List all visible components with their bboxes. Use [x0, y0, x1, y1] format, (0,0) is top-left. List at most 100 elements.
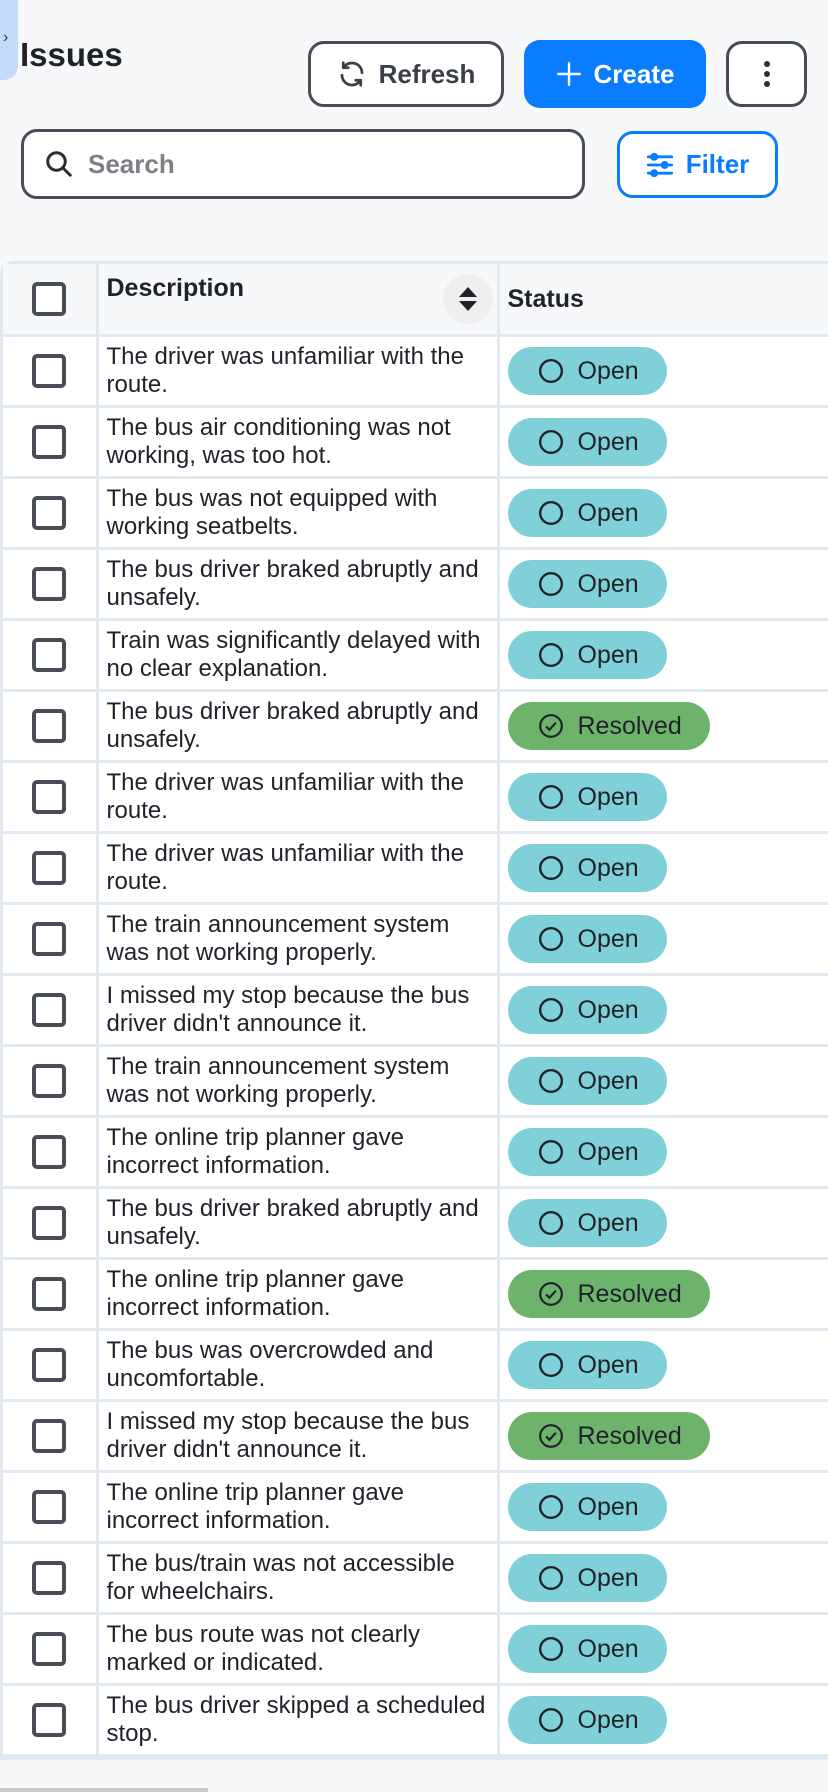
horizontal-scrollbar[interactable]: [0, 1788, 208, 1792]
table-row[interactable]: The driver was unfamiliar with the route…: [3, 334, 828, 408]
status-badge: Resolved: [507, 1270, 710, 1318]
row-select-cell: [3, 334, 99, 408]
table-row[interactable]: The bus driver braked abruptly and unsaf…: [3, 689, 828, 763]
issues-table: Description Status The driver was unfami…: [0, 261, 828, 1760]
table-row[interactable]: The bus air conditioning was not working…: [3, 405, 828, 479]
circle-icon: [538, 926, 563, 952]
status-cell: Open: [496, 334, 828, 408]
row-checkbox[interactable]: [32, 851, 67, 885]
status-label: Open: [577, 499, 639, 527]
row-checkbox[interactable]: [32, 993, 67, 1027]
row-select-cell: [3, 618, 99, 692]
row-select-cell: [3, 831, 99, 905]
row-checkbox[interactable]: [32, 354, 67, 388]
table-row[interactable]: The driver was unfamiliar with the route…: [3, 831, 828, 905]
status-label: Open: [577, 783, 639, 811]
status-badge: Open: [507, 1554, 667, 1602]
sort-button[interactable]: [442, 274, 493, 324]
check-circle-icon: [538, 714, 563, 738]
select-all-cell: [3, 264, 99, 337]
description-cell: The train announcement system was not wo…: [95, 1044, 500, 1118]
row-checkbox[interactable]: [32, 638, 67, 672]
row-checkbox[interactable]: [32, 425, 67, 459]
row-checkbox[interactable]: [32, 1277, 67, 1311]
status-badge: Open: [507, 489, 667, 537]
row-select-cell: [3, 689, 99, 763]
status-cell: Open: [496, 1683, 828, 1757]
row-checkbox[interactable]: [32, 922, 67, 956]
table-row[interactable]: The driver was unfamiliar with the route…: [3, 760, 828, 834]
refresh-label: Refresh: [378, 58, 476, 89]
table-row[interactable]: The bus driver braked abruptly and unsaf…: [3, 1186, 828, 1260]
status-cell: Open: [496, 547, 828, 621]
description-cell: The bus driver skipped a scheduled stop.: [95, 1683, 500, 1757]
table-row[interactable]: The bus driver skipped a scheduled stop.…: [3, 1683, 828, 1757]
row-checkbox[interactable]: [32, 1490, 67, 1524]
status-cell: Open: [496, 1612, 828, 1686]
table-row[interactable]: The online trip planner gave incorrect i…: [3, 1115, 828, 1189]
table-row[interactable]: The online trip planner gave incorrect i…: [3, 1470, 828, 1544]
status-cell: Open: [496, 1541, 828, 1615]
row-checkbox[interactable]: [32, 1632, 67, 1666]
row-checkbox[interactable]: [32, 1348, 67, 1382]
table-row[interactable]: The bus route was not clearly marked or …: [3, 1612, 828, 1686]
table-row[interactable]: Train was significantly delayed with no …: [3, 618, 828, 692]
description-cell: The online trip planner gave incorrect i…: [95, 1257, 500, 1331]
table-row[interactable]: I missed my stop because the bus driver …: [3, 973, 828, 1047]
row-select-cell: [3, 1541, 99, 1615]
description-cell: The online trip planner gave incorrect i…: [95, 1115, 500, 1189]
circle-icon: [538, 1565, 563, 1591]
table-row[interactable]: The train announcement system was not wo…: [3, 1044, 828, 1118]
status-badge: Open: [507, 1341, 667, 1389]
row-checkbox[interactable]: [32, 1561, 67, 1595]
row-checkbox[interactable]: [32, 567, 67, 601]
status-badge: Open: [507, 631, 667, 679]
row-checkbox[interactable]: [32, 1703, 67, 1737]
circle-icon: [538, 571, 563, 597]
select-all-checkbox[interactable]: [32, 282, 67, 316]
table-row[interactable]: The bus driver braked abruptly and unsaf…: [3, 547, 828, 621]
search-input[interactable]: [86, 147, 550, 181]
page-title: Issues: [20, 36, 123, 73]
description-cell: The bus air conditioning was not working…: [95, 405, 500, 479]
status-badge: Open: [507, 560, 667, 608]
row-checkbox[interactable]: [32, 496, 67, 530]
status-label: Open: [577, 570, 639, 598]
status-cell: Resolved: [496, 1399, 828, 1473]
table-row[interactable]: The bus was not equipped with working se…: [3, 476, 828, 550]
table-row[interactable]: The bus/train was not accessible for whe…: [3, 1541, 828, 1615]
description-cell: The bus driver braked abruptly and unsaf…: [95, 1186, 500, 1260]
row-checkbox[interactable]: [32, 1064, 67, 1098]
row-select-cell: [3, 476, 99, 550]
description-cell: The bus was overcrowded and uncomfortabl…: [95, 1328, 500, 1402]
row-checkbox[interactable]: [32, 1135, 67, 1169]
row-checkbox[interactable]: [32, 1206, 67, 1240]
status-label: Open: [577, 1067, 639, 1095]
table-row[interactable]: The bus was overcrowded and uncomfortabl…: [3, 1328, 828, 1402]
row-checkbox[interactable]: [32, 1419, 67, 1453]
status-cell: Resolved: [496, 1257, 828, 1331]
status-cell: Open: [496, 760, 828, 834]
status-label: Open: [577, 1706, 639, 1734]
status-label: Open: [577, 1351, 639, 1379]
row-checkbox[interactable]: [32, 709, 67, 743]
table-row[interactable]: The train announcement system was not wo…: [3, 902, 828, 976]
sidebar-toggle[interactable]: ›: [0, 0, 18, 80]
filter-button[interactable]: Filter: [617, 131, 778, 198]
row-checkbox[interactable]: [32, 780, 67, 814]
status-label: Resolved: [577, 712, 682, 740]
description-cell: The bus/train was not accessible for whe…: [95, 1541, 500, 1615]
status-badge: Open: [507, 1128, 667, 1176]
circle-icon: [538, 855, 563, 881]
status-label: Open: [577, 357, 639, 385]
description-cell: The bus driver braked abruptly and unsaf…: [95, 689, 500, 763]
table-row[interactable]: I missed my stop because the bus driver …: [3, 1399, 828, 1473]
sort-icon: [458, 287, 477, 311]
search-field[interactable]: [21, 129, 585, 199]
more-options-button[interactable]: [726, 41, 807, 107]
table-row[interactable]: The online trip planner gave incorrect i…: [3, 1257, 828, 1331]
create-button[interactable]: Create: [524, 40, 706, 108]
status-badge: Open: [507, 773, 667, 821]
refresh-button[interactable]: Refresh: [308, 41, 504, 107]
status-label: Open: [577, 1138, 639, 1166]
